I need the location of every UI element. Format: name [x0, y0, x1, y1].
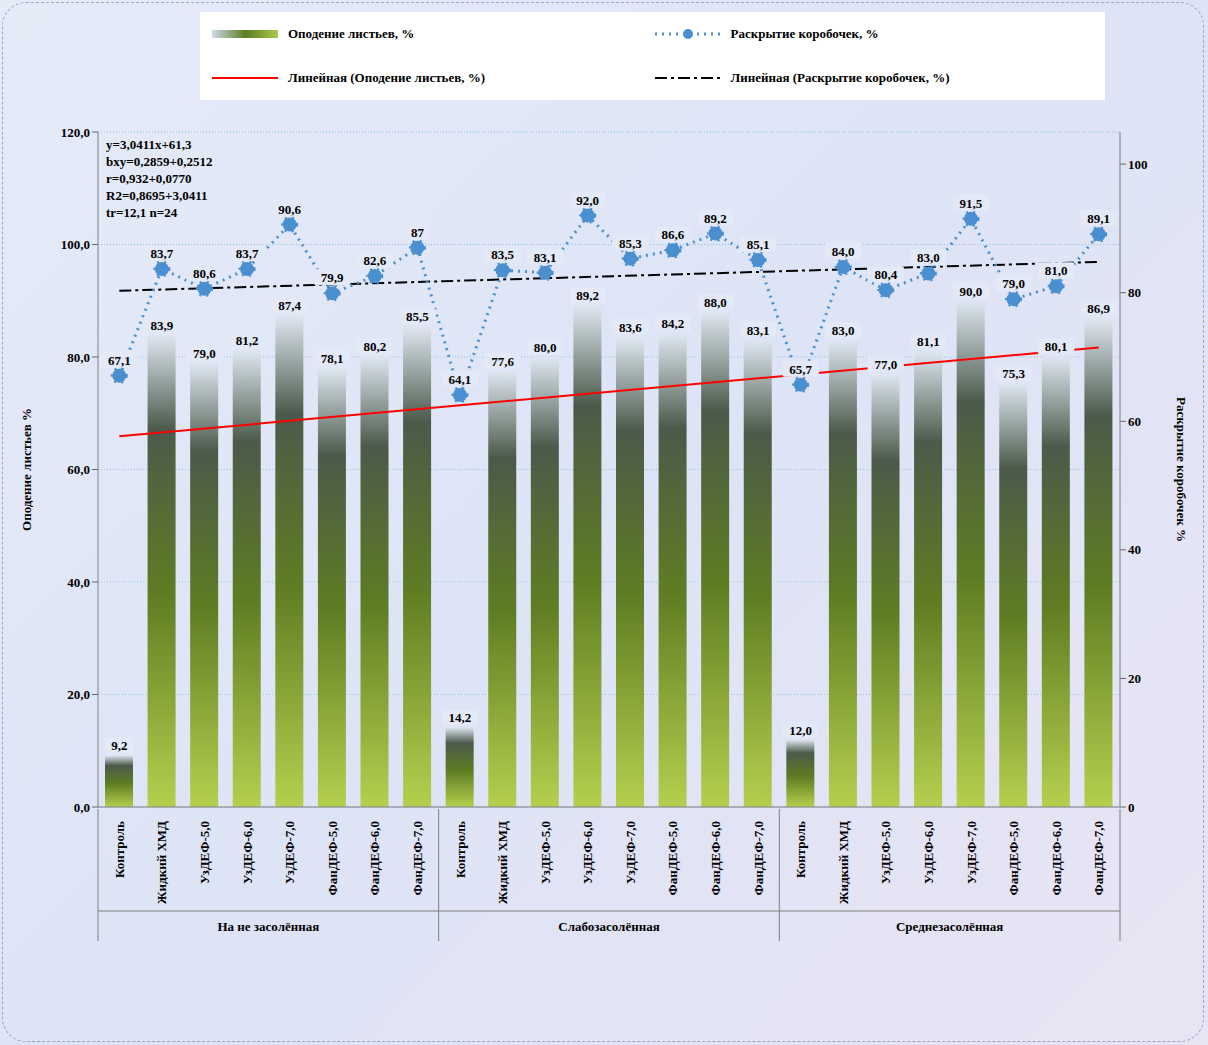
- svg-text:84,2: 84,2: [662, 316, 685, 331]
- svg-text:82,6: 82,6: [363, 253, 386, 268]
- svg-text:89,2: 89,2: [576, 288, 599, 303]
- html-text:r=0,932+0,0770: r=0,932+0,0770: [106, 171, 192, 186]
- svg-text:89,1: 89,1: [1087, 211, 1110, 226]
- svg-text:85,3: 85,3: [619, 236, 642, 251]
- svg-text:81,0: 81,0: [1045, 263, 1068, 278]
- svg-text:80,0: 80,0: [67, 350, 90, 365]
- svg-text:ФанДЕФ-6,0: ФанДЕФ-6,0: [708, 821, 723, 896]
- svg-text:12,0: 12,0: [789, 723, 812, 738]
- svg-text:83,7: 83,7: [151, 246, 174, 261]
- svg-text:83,1: 83,1: [747, 323, 770, 338]
- svg-text:100: 100: [1128, 157, 1148, 172]
- svg-text:14,2: 14,2: [449, 710, 472, 725]
- svg-text:83,1: 83,1: [534, 250, 557, 265]
- svg-text:ФанДЕФ-7,0: ФанДЕФ-7,0: [751, 821, 766, 896]
- svg-text:86,9: 86,9: [1087, 301, 1110, 316]
- svg-text:91,5: 91,5: [960, 196, 983, 211]
- svg-text:120,0: 120,0: [61, 125, 90, 140]
- svg-text:84,0: 84,0: [832, 244, 855, 259]
- svg-text:80,1: 80,1: [1045, 339, 1068, 354]
- svg-text:64,1: 64,1: [449, 372, 472, 387]
- svg-text:88,0: 88,0: [704, 295, 727, 310]
- svg-text:ФанДЕФ-5,0: ФанДЕФ-5,0: [665, 821, 680, 896]
- svg-text:ФанДЕФ-6,0: ФанДЕФ-6,0: [1049, 821, 1064, 896]
- svg-text:Жидкий ХМД: Жидкий ХМД: [154, 821, 169, 904]
- svg-text:УзДЕФ-7,0: УзДЕФ-7,0: [964, 821, 979, 884]
- svg-text:УзДЕФ-6,0: УзДЕФ-6,0: [580, 821, 595, 884]
- svg-text:83,9: 83,9: [151, 318, 174, 333]
- svg-text:УзДЕФ-5,0: УзДЕФ-5,0: [197, 821, 212, 884]
- svg-text:86,6: 86,6: [662, 227, 685, 242]
- svg-text:83,6: 83,6: [619, 320, 642, 335]
- svg-text:ФанДЕФ-7,0: ФанДЕФ-7,0: [410, 821, 425, 896]
- svg-text:80,0: 80,0: [534, 340, 557, 355]
- svg-text:20,0: 20,0: [67, 687, 90, 702]
- svg-text:75,3: 75,3: [1002, 366, 1025, 381]
- svg-text:78,1: 78,1: [321, 351, 344, 366]
- svg-text:87,4: 87,4: [278, 298, 301, 313]
- svg-text:83,5: 83,5: [491, 247, 514, 262]
- svg-text:81,1: 81,1: [917, 334, 940, 349]
- html-text:R2=0,8695+3,0411: R2=0,8695+3,0411: [106, 188, 208, 203]
- svg-text:65,7: 65,7: [789, 362, 812, 377]
- svg-text:90,6: 90,6: [278, 202, 301, 217]
- svg-text:0: 0: [1128, 800, 1135, 815]
- svg-text:83,0: 83,0: [917, 250, 940, 265]
- svg-text:80,4: 80,4: [874, 267, 897, 282]
- svg-text:20: 20: [1128, 671, 1141, 686]
- svg-text:89,2: 89,2: [704, 211, 727, 226]
- svg-text:ФанДЕФ-5,0: ФанДЕФ-5,0: [325, 821, 340, 896]
- svg-text:УзДЕФ-6,0: УзДЕФ-6,0: [240, 821, 255, 884]
- svg-text:Контроль: Контроль: [112, 821, 127, 878]
- svg-text:УзДЕФ-7,0: УзДЕФ-7,0: [282, 821, 297, 884]
- svg-text:Оподение листьев %: Оподение листьев %: [19, 408, 34, 531]
- svg-text:92,0: 92,0: [576, 193, 599, 208]
- svg-text:80,2: 80,2: [363, 339, 386, 354]
- svg-text:Жидкий ХМД: Жидкий ХМД: [495, 821, 510, 904]
- svg-text:ФанДЕФ-5,0: ФанДЕФ-5,0: [1006, 821, 1021, 896]
- svg-text:Жидкий ХМД: Жидкий ХМД: [836, 821, 851, 904]
- svg-text:80,6: 80,6: [193, 266, 216, 281]
- svg-text:79,9: 79,9: [321, 270, 344, 285]
- svg-text:Контроль: Контроль: [793, 821, 808, 878]
- svg-text:Среднезасолённая: Среднезасолённая: [896, 919, 1003, 934]
- html-text:Линейная (Раскрытие коробочек,: Линейная (Раскрытие коробочек, %): [730, 70, 950, 85]
- html-text:y=3,0411x+61,3: y=3,0411x+61,3: [106, 137, 192, 152]
- html-text:Раскрытие коробочек, %: Раскрытие коробочек, %: [730, 26, 879, 41]
- svg-text:100,0: 100,0: [61, 237, 90, 252]
- svg-text:40,0: 40,0: [67, 575, 90, 590]
- html-text:tr=12,1 n=24: tr=12,1 n=24: [106, 205, 178, 220]
- svg-text:На не засолённая: На не засолённая: [217, 919, 319, 934]
- svg-text:40: 40: [1128, 542, 1141, 557]
- svg-text:УзДЕФ-5,0: УзДЕФ-5,0: [878, 821, 893, 884]
- svg-text:60: 60: [1128, 414, 1141, 429]
- html-text:Оподение листьев, %: Оподение листьев, %: [288, 26, 415, 41]
- svg-text:81,2: 81,2: [236, 333, 259, 348]
- svg-text:Слабозасолённая: Слабозасолённая: [558, 919, 659, 934]
- svg-text:ФанДЕФ-6,0: ФанДЕФ-6,0: [367, 821, 382, 896]
- svg-text:УзДЕФ-5,0: УзДЕФ-5,0: [538, 821, 553, 884]
- svg-text:87: 87: [411, 225, 425, 240]
- svg-text:80: 80: [1128, 285, 1141, 300]
- svg-text:60,0: 60,0: [67, 462, 90, 477]
- svg-text:77,6: 77,6: [491, 354, 514, 369]
- svg-text:ФанДЕФ-7,0: ФанДЕФ-7,0: [1091, 821, 1106, 896]
- svg-text:79,0: 79,0: [193, 346, 216, 361]
- svg-text:77,0: 77,0: [874, 357, 897, 372]
- svg-text:83,7: 83,7: [236, 246, 259, 261]
- html-text:Линейная (Оподение листьев, %): Линейная (Оподение листьев, %): [288, 70, 485, 85]
- svg-text:Раскрытие коробочек %: Раскрытие коробочек %: [1174, 397, 1189, 542]
- svg-text:79,0: 79,0: [1002, 276, 1025, 291]
- svg-text:Контроль: Контроль: [453, 821, 468, 878]
- svg-text:85,1: 85,1: [747, 237, 770, 252]
- html-text:bxy=0,2859+0,2512: bxy=0,2859+0,2512: [106, 154, 213, 169]
- svg-text:67,1: 67,1: [108, 353, 131, 368]
- svg-text:85,5: 85,5: [406, 309, 429, 324]
- svg-text:9,2: 9,2: [111, 738, 127, 753]
- svg-text:83,0: 83,0: [832, 323, 855, 338]
- svg-text:УзДЕФ-6,0: УзДЕФ-6,0: [921, 821, 936, 884]
- svg-text:УзДЕФ-7,0: УзДЕФ-7,0: [623, 821, 638, 884]
- svg-text:0,0: 0,0: [74, 800, 90, 815]
- svg-text:90,0: 90,0: [960, 284, 983, 299]
